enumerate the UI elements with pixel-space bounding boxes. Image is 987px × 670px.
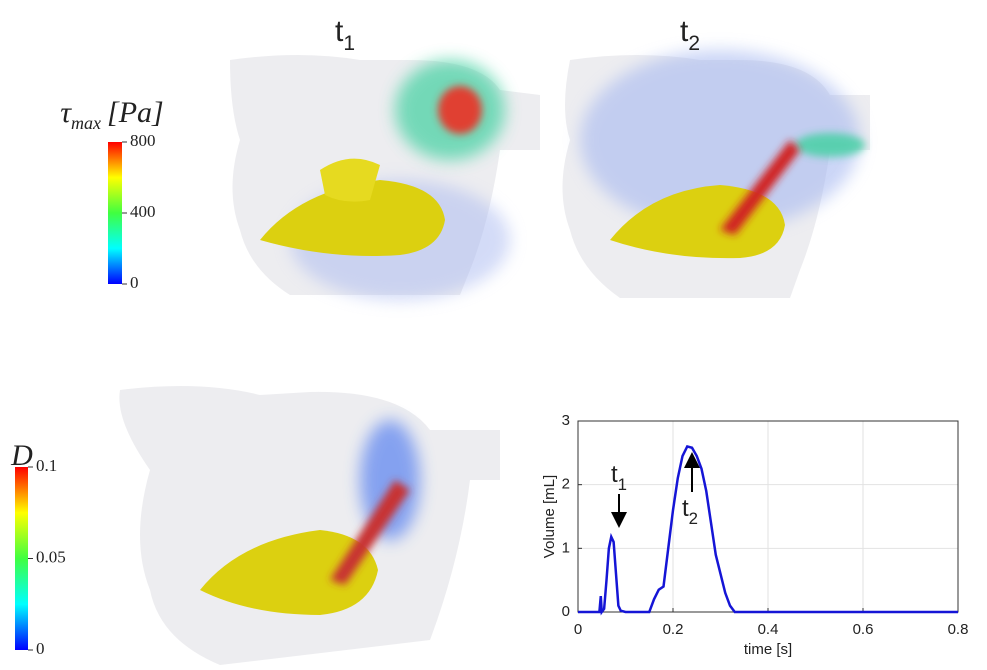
colorbar-tick-label: 0: [130, 273, 139, 292]
rendering-d: [119, 386, 500, 665]
colorbar-title-symbol: τ: [60, 96, 72, 129]
x-tick-label: 0.8: [948, 621, 969, 638]
rendering-t2: [562, 50, 870, 298]
panel-label-subscript: 2: [688, 32, 700, 55]
annotation-subscript: 1: [618, 475, 627, 494]
y-tick-label: 1: [562, 539, 570, 556]
y-axis-label: Volume [mL]: [541, 475, 558, 558]
panel-label: t2: [680, 15, 700, 55]
colorbar-tick-label: 0: [36, 639, 45, 658]
annotation: t1: [611, 461, 627, 494]
colorbar-title-subscript: max: [71, 113, 101, 133]
y-tick-label: 0: [562, 603, 570, 620]
x-axis-label: time [s]: [744, 641, 792, 658]
rendering-t1: [230, 55, 540, 300]
colorbar: [108, 142, 122, 284]
annotation: t2: [682, 495, 698, 528]
panel-label-symbol: t: [680, 15, 689, 48]
y-tick-label: 2: [562, 476, 570, 493]
colorbar-tick-label: 800: [130, 131, 156, 150]
x-tick-label: 0.6: [853, 621, 874, 638]
colorbar-title: D: [10, 439, 33, 472]
colorbar-title: τmax [Pa]: [60, 96, 163, 133]
colorbar: [15, 467, 28, 650]
x-tick-label: 0.2: [663, 621, 684, 638]
annotation-symbol: t: [682, 495, 689, 522]
annotation-subscript: 2: [689, 509, 698, 528]
x-tick-label: 0: [574, 621, 582, 638]
colorbar-tick-label: 400: [130, 202, 156, 221]
panel-label-symbol: t: [335, 15, 344, 48]
panel-label: t1: [335, 15, 355, 55]
colorbar-tick-label: 0.05: [36, 547, 66, 566]
colorbar-title-unit: [Pa]: [107, 96, 164, 129]
panel-label-subscript: 1: [343, 32, 355, 55]
colorbar-title-symbol: D: [10, 439, 33, 472]
line: [578, 444, 958, 616]
colorbar-tick-label: 0.1: [36, 456, 57, 475]
x-tick-label: 0.4: [758, 621, 779, 638]
annotation-symbol: t: [611, 461, 618, 488]
y-tick-label: 3: [562, 412, 570, 429]
